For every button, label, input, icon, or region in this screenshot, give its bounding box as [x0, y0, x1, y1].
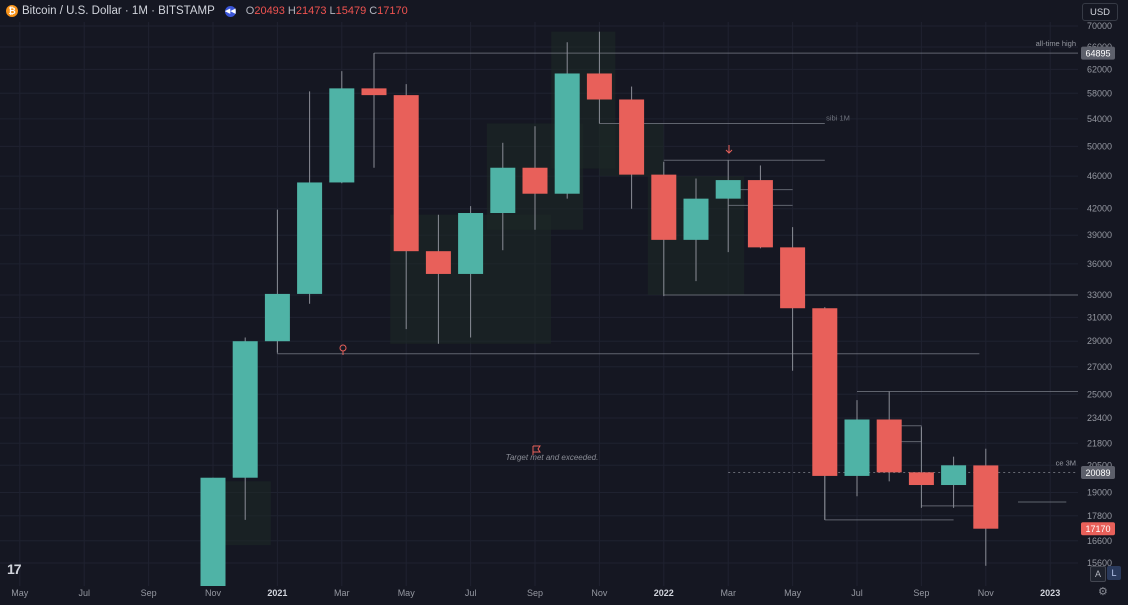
ohlc-open-label: O: [245, 5, 255, 17]
currency-button[interactable]: USD: [1082, 3, 1118, 21]
candle-body[interactable]: [297, 182, 323, 294]
candle-body[interactable]: [522, 167, 548, 194]
tradingview-logo: 17: [7, 561, 22, 577]
y-tick-label: 54000: [1087, 114, 1112, 124]
candle-body[interactable]: [908, 472, 934, 486]
x-tick-label: Jul: [465, 588, 477, 598]
candle-body[interactable]: [780, 247, 806, 309]
x-tick-label: Nov: [591, 588, 608, 598]
price-label-box: [1081, 522, 1115, 536]
sibi-label: sibi 1M: [826, 113, 850, 122]
y-tick-label: 29000: [1087, 336, 1112, 346]
x-tick-label: Jul: [78, 588, 90, 598]
candle-body[interactable]: [458, 213, 484, 274]
x-tick-label: Mar: [720, 588, 736, 598]
price-axis: [1078, 0, 1128, 600]
x-tick-label: May: [398, 588, 416, 598]
candle-body[interactable]: [619, 99, 645, 175]
y-tick-label: 16600: [1087, 536, 1112, 546]
y-tick-label: 25000: [1087, 389, 1112, 399]
bitcoin-icon: ₿: [6, 5, 18, 17]
price-label-value: 17170: [1085, 524, 1110, 534]
candle-body[interactable]: [683, 198, 709, 240]
x-tick-label: 2022: [654, 588, 674, 598]
y-tick-label: 15600: [1087, 558, 1112, 568]
symbol-title[interactable]: Bitcoin / U.S. Dollar · 1M · BITSTAMP: [22, 5, 215, 17]
ohlc-close-label: C: [369, 5, 378, 17]
x-tick-label: 2021: [267, 588, 287, 598]
candle-body[interactable]: [844, 419, 870, 476]
candle-body[interactable]: [941, 465, 967, 486]
price-label-value: 64895: [1085, 49, 1110, 59]
y-tick-label: 70000: [1087, 21, 1112, 31]
y-tick-label: 23400: [1087, 413, 1112, 423]
y-tick-label: 39000: [1087, 230, 1112, 240]
x-tick-label: Mar: [334, 588, 350, 598]
candle-body[interactable]: [425, 251, 451, 274]
x-tick-label: Sep: [141, 588, 157, 598]
candle-body[interactable]: [747, 180, 773, 248]
y-tick-label: 50000: [1087, 141, 1112, 151]
price-label-caption: all-time high: [1036, 39, 1076, 48]
candle-body[interactable]: [329, 88, 355, 183]
candle-body[interactable]: [812, 308, 838, 476]
candle-body[interactable]: [232, 341, 258, 478]
y-tick-label: 31000: [1087, 312, 1112, 322]
x-tick-label: May: [11, 588, 29, 598]
candle-body[interactable]: [651, 174, 677, 240]
y-tick-label: 46000: [1087, 171, 1112, 181]
y-tick-label: 19000: [1087, 487, 1112, 497]
y-tick-label: 17800: [1087, 511, 1112, 521]
candle-body[interactable]: [715, 180, 741, 199]
candle-body[interactable]: [490, 167, 516, 214]
candle-body[interactable]: [200, 477, 226, 605]
target-annotation: Target met and exceeded.: [506, 453, 599, 462]
y-tick-label: 27000: [1087, 362, 1112, 372]
y-tick-label: 33000: [1087, 290, 1112, 300]
y-tick-label: 62000: [1087, 64, 1112, 74]
ohlc-low-label: L: [329, 5, 336, 17]
y-tick-label: 42000: [1087, 204, 1112, 214]
candle-body[interactable]: [876, 419, 902, 473]
log-scale-button[interactable]: L: [1107, 566, 1121, 580]
candle-body[interactable]: [586, 73, 612, 100]
ohlc-low-value: 15479: [335, 5, 367, 17]
price-label-caption: ce 3M: [1056, 459, 1076, 468]
candle-body[interactable]: [973, 465, 999, 529]
gear-icon[interactable]: ⚙: [1098, 586, 1108, 598]
candle-body[interactable]: [361, 88, 387, 96]
x-tick-label: Sep: [527, 588, 543, 598]
candle-body[interactable]: [554, 73, 580, 194]
price-label-value: 20089: [1085, 468, 1110, 478]
candle-body[interactable]: [264, 293, 290, 342]
x-tick-label: 2023: [1040, 588, 1060, 598]
arrow-down-icon: [725, 145, 733, 154]
pin-icon: [339, 344, 347, 352]
ohlc-high-label: H: [287, 5, 296, 17]
x-tick-label: Jul: [851, 588, 863, 598]
ohlc-open-value: 20493: [254, 5, 285, 17]
y-tick-label: 21800: [1087, 438, 1112, 448]
price-label-box: [1081, 46, 1115, 60]
x-tick-label: May: [784, 588, 802, 598]
auto-scale-button[interactable]: A: [1090, 566, 1106, 582]
price-label-box: [1081, 466, 1115, 480]
y-tick-label: 36000: [1087, 259, 1112, 269]
candle-body[interactable]: [393, 95, 419, 252]
ohlc-close-value: 17170: [377, 5, 408, 17]
x-tick-label: Sep: [913, 588, 929, 598]
y-tick-label: 20500: [1087, 460, 1112, 470]
x-tick-label: Nov: [978, 588, 995, 598]
replay-icon[interactable]: ◀◀: [224, 5, 236, 17]
ohlc-high-value: 21473: [295, 5, 327, 17]
symbol-header: ₿ Bitcoin / U.S. Dollar · 1M · BITSTAMP …: [0, 0, 411, 22]
time-axis: [0, 586, 1128, 600]
x-tick-label: Nov: [205, 588, 222, 598]
y-tick-label: 58000: [1087, 88, 1112, 98]
flag-icon: [532, 445, 541, 455]
